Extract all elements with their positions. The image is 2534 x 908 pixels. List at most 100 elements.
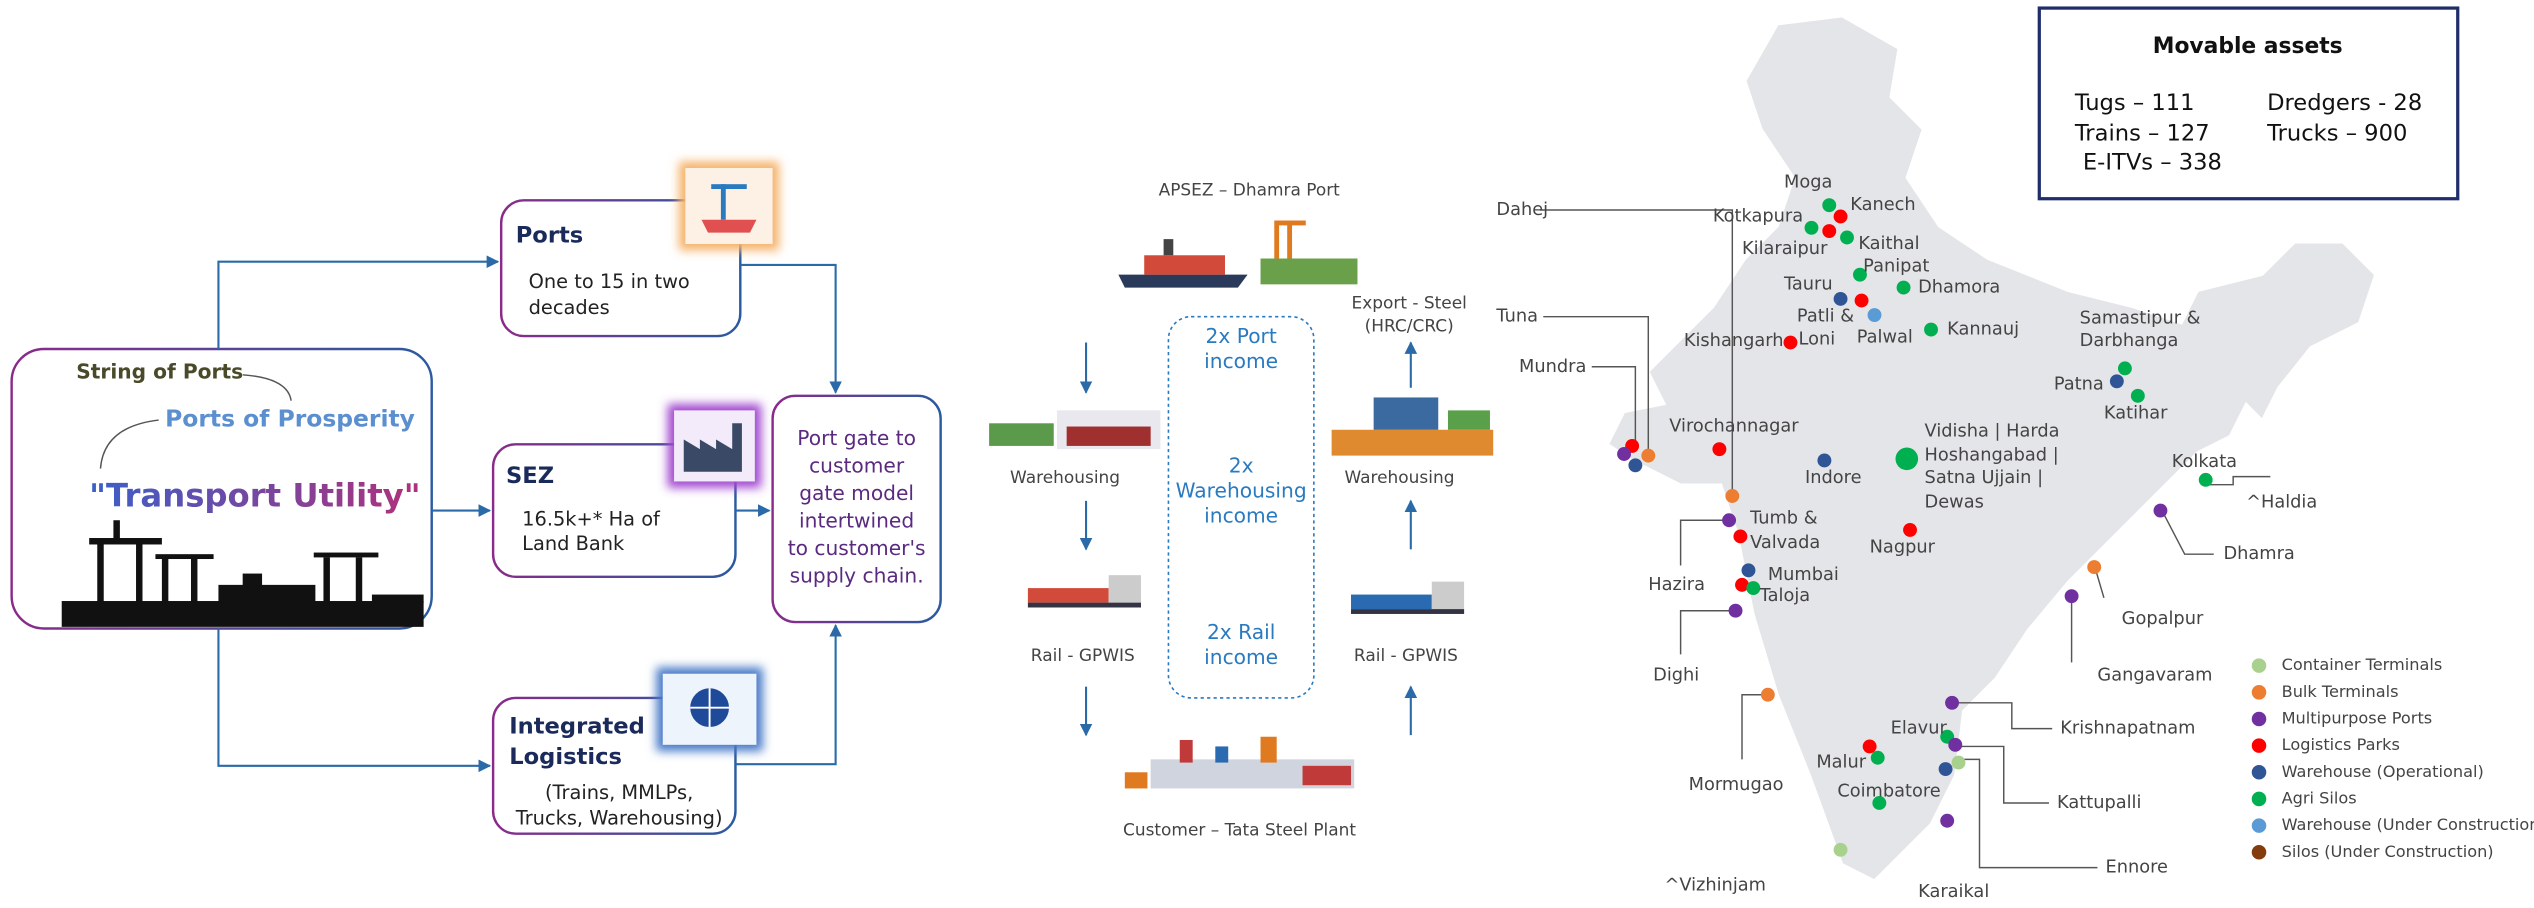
model-text: customer (809, 453, 905, 477)
ports-title: Ports (516, 222, 584, 248)
place-label: Coimbatore (1837, 782, 1940, 802)
place-label: ^Vizhinjam (1664, 875, 1766, 895)
assets-box (2037, 6, 2460, 201)
map-dot (1817, 453, 1832, 468)
map-dot (1741, 563, 1756, 578)
map-dot (1924, 322, 1938, 337)
income-text: 2x (1229, 453, 1254, 477)
hub-swoosh (242, 374, 292, 401)
map-dot (1895, 447, 1919, 471)
place-label: Kishangarh (1684, 331, 1784, 351)
map-dots (1617, 198, 2213, 857)
map-dot (1840, 230, 1854, 245)
place-label: Vidisha | Harda (1925, 421, 2060, 441)
map-dot (1938, 762, 1953, 777)
legend-label: Bulk Terminals (2282, 682, 2399, 701)
flow-section (989, 220, 1494, 789)
legend-label: Logistics Parks (2282, 735, 2400, 754)
map-dot (1822, 224, 1837, 238)
sez-text: Land Bank (522, 532, 625, 555)
flow-label: Rail - GPWIS (1354, 645, 1458, 665)
map-dot (1903, 522, 1917, 537)
place-label: Tumb & (1749, 509, 1818, 529)
asset-item: E-ITVs – 338 (2083, 150, 2222, 176)
map-dot (1854, 293, 1869, 308)
map-section (1540, 6, 2460, 883)
sez-title: SEZ (506, 463, 554, 489)
place-label: Mundra (1519, 357, 1586, 377)
map-dot (2109, 374, 2124, 389)
legend-swatch (2251, 765, 2267, 780)
flow-label: Export - Steel (1351, 293, 1466, 313)
legend-label: Warehouse (Under Construction) (2282, 815, 2534, 834)
place-label: Tuna (1495, 307, 1538, 327)
asset-item: Trains – 127 (2074, 121, 2210, 147)
place-label: Samastipur & (2080, 308, 2201, 328)
flow-label: (HRC/CRC) (1365, 315, 1454, 335)
hub-tagline: String of Ports (76, 360, 243, 384)
arrow (735, 623, 842, 766)
map-dot (1733, 529, 1748, 544)
map-dot (1867, 308, 1882, 323)
place-label: Dahej (1496, 200, 1548, 220)
flow-label: Warehousing (1344, 467, 1454, 487)
map-dot (1951, 755, 1966, 770)
map-dot (2130, 388, 2145, 403)
place-label: Kolkata (2172, 452, 2237, 472)
map-dot (1728, 603, 1743, 618)
place-label: Indore (1805, 468, 1861, 488)
legend-swatch (2251, 711, 2267, 727)
place-label: Palwal (1857, 328, 1913, 348)
model-text: gate model (799, 481, 914, 505)
legend-swatch (2251, 818, 2267, 833)
place-label: Kotkapura (1713, 206, 1803, 226)
place-label: Taloja (1759, 586, 1810, 606)
place-label: Satna Ujjain | (1925, 468, 2044, 488)
flow-label: Rail - GPWIS (1031, 645, 1135, 665)
income-text: income (1204, 349, 1278, 373)
map-dot (1725, 489, 1740, 503)
place-label: Nagpur (1870, 538, 1936, 558)
place-label: Dighi (1653, 665, 1699, 685)
place-label: Hoshangabad | (1925, 446, 2059, 466)
place-label: Loni (1799, 329, 1836, 349)
model-text: Port gate to (797, 426, 916, 450)
arrow (217, 628, 492, 773)
map-dot (1822, 198, 1837, 213)
flow-label: APSEZ – Dhamra Port (1159, 180, 1341, 200)
place-label: Elavur (1891, 719, 1948, 739)
flow-label: Warehousing (1010, 467, 1120, 487)
map-dot (1746, 581, 1761, 596)
map-dot (1870, 750, 1885, 765)
income-text: Warehousing (1176, 478, 1307, 502)
map-dot (1617, 447, 1632, 461)
map-dot (2064, 589, 2079, 604)
income-text: 2x Rail (1207, 620, 1275, 644)
place-label: Dhamra (2223, 544, 2294, 564)
map-dot (1862, 739, 1877, 754)
map-dot (1722, 513, 1737, 528)
hub-title: "Transport Utility" (89, 477, 420, 515)
sez-text: 16.5k+* Ha of (522, 508, 661, 531)
map-dot (2153, 503, 2168, 518)
place-label: Ennore (2106, 858, 2168, 878)
place-label: Hazira (1648, 575, 1705, 595)
leader-lines (1540, 209, 2271, 869)
rail-left-illustration (1027, 575, 1141, 608)
warehouse-right-illustration (1331, 397, 1494, 456)
assets-title: Movable assets (2153, 34, 2343, 59)
asset-item: Trucks – 900 (2266, 121, 2407, 147)
map-dot (1641, 448, 1656, 463)
sez-icon (667, 403, 762, 488)
map-dot (1833, 209, 1848, 224)
map-dot (1735, 577, 1749, 592)
flow-label: Customer – Tata Steel Plant (1123, 819, 1356, 839)
map-dot (2117, 361, 2132, 376)
logistics-title: Logistics (509, 744, 622, 770)
place-label: Katihar (2104, 404, 2168, 424)
income-box (1167, 315, 1315, 699)
model-text: intertwined (799, 508, 914, 532)
logistics-text: (Trains, MMLPs, (545, 781, 693, 804)
place-label: Darbhanga (2080, 331, 2179, 351)
place-label: Malur (1816, 753, 1866, 773)
